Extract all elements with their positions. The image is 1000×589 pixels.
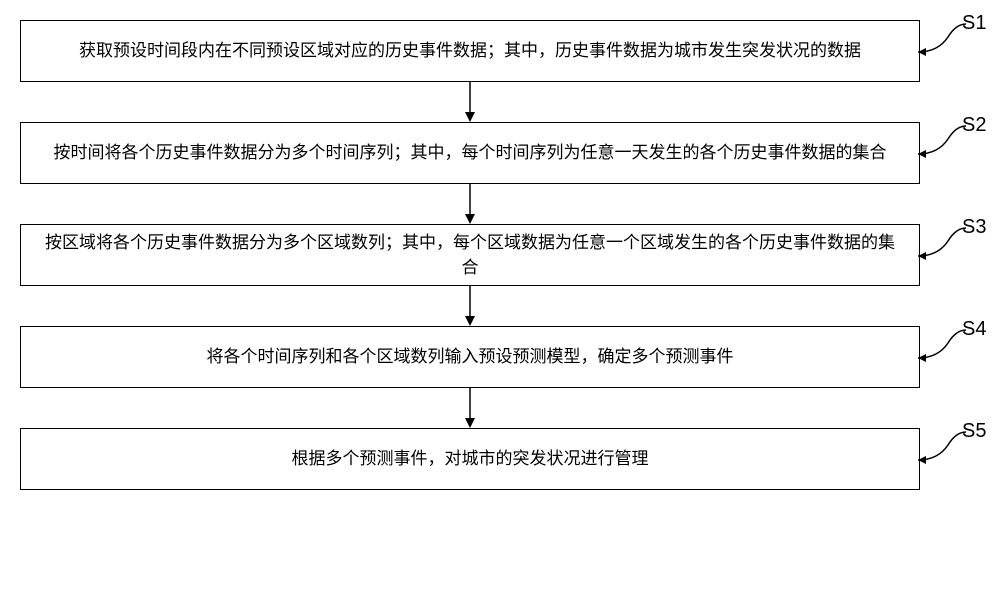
- step-box-s4: 将各个时间序列和各个区域数列输入预设预测模型，确定多个预测事件: [20, 326, 920, 388]
- step-box-s1: 获取预设时间段内在不同预设区域对应的历史事件数据；其中，历史事件数据为城市发生突…: [20, 20, 920, 82]
- arrow-s1-s2: [20, 82, 920, 122]
- step-box-s3: 按区域将各个历史事件数据分为多个区域数列；其中，每个区域数据为任意一个区域发生的…: [20, 224, 920, 286]
- step-text: 将各个时间序列和各个区域数列输入预设预测模型，确定多个预测事件: [207, 344, 734, 370]
- curve-s5: [918, 430, 968, 470]
- arrow-s4-s5: [20, 388, 920, 428]
- arrow-s2-s3: [20, 184, 920, 224]
- step-text: 按时间将各个历史事件数据分为多个时间序列；其中，每个时间序列为任意一天发生的各个…: [54, 140, 887, 166]
- curve-s2: [918, 124, 968, 164]
- step-text: 根据多个预测事件，对城市的突发状况进行管理: [292, 446, 649, 472]
- curve-s3: [918, 226, 968, 266]
- flowchart-container: 获取预设时间段内在不同预设区域对应的历史事件数据；其中，历史事件数据为城市发生突…: [20, 20, 920, 490]
- step-box-s5: 根据多个预测事件，对城市的突发状况进行管理: [20, 428, 920, 490]
- arrow-s3-s4: [20, 286, 920, 326]
- step-text: 按区域将各个历史事件数据分为多个区域数列；其中，每个区域数据为任意一个区域发生的…: [41, 230, 899, 281]
- step-text: 获取预设时间段内在不同预设区域对应的历史事件数据；其中，历史事件数据为城市发生突…: [79, 38, 861, 64]
- step-box-s2: 按时间将各个历史事件数据分为多个时间序列；其中，每个时间序列为任意一天发生的各个…: [20, 122, 920, 184]
- curve-s1: [918, 22, 968, 62]
- curve-s4: [918, 328, 968, 368]
